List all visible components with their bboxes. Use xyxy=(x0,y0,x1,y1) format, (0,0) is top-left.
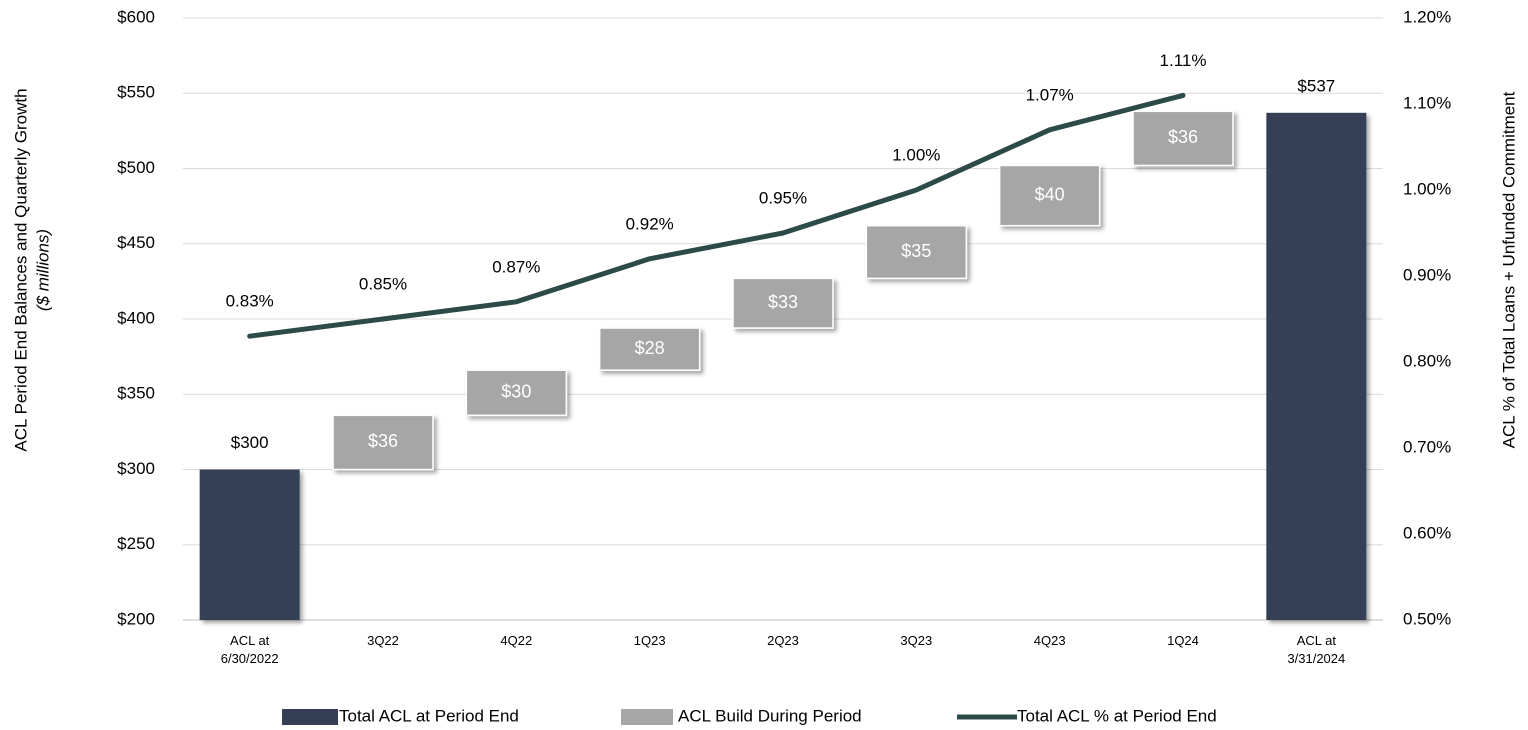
y2-axis-label: ACL % of Total Loans + Unfunded Commitme… xyxy=(1499,91,1518,448)
line-value-label: 1.00% xyxy=(892,145,940,164)
x-tick-label: 2Q23 xyxy=(767,633,799,648)
y-tick-label: $300 xyxy=(117,459,155,478)
build-value-label: $36 xyxy=(368,431,398,451)
y-tick-label: $550 xyxy=(117,83,155,102)
y-tick-label: $250 xyxy=(117,534,155,553)
bar xyxy=(199,469,300,620)
x-tick-label: 3Q22 xyxy=(367,633,399,648)
build-value-label: $33 xyxy=(768,292,798,312)
build-bar xyxy=(998,164,1101,227)
bar-value-label: $300 xyxy=(231,433,269,452)
line-value-label: 0.83% xyxy=(226,292,274,311)
x-tick-label: 1Q23 xyxy=(634,633,666,648)
line-value-label: 0.85% xyxy=(359,274,407,293)
build-value-label: $40 xyxy=(1035,184,1065,204)
line-value-label: 1.11% xyxy=(1160,51,1207,70)
legend-label: Total ACL % at Period End xyxy=(1017,706,1217,725)
y2-tick-label: 0.80% xyxy=(1403,351,1451,370)
line-value-label: 0.95% xyxy=(759,188,807,207)
bar-value-label: $537 xyxy=(1297,76,1335,95)
x-tick-label: ACL at 6/30/2022 xyxy=(221,633,279,666)
y-axis-note: ($ millions) xyxy=(33,229,52,311)
legend-label: ACL Build During Period xyxy=(678,706,862,725)
build-bar xyxy=(1132,110,1234,167)
build-value-label: $35 xyxy=(901,241,931,261)
line-value-label: 1.07% xyxy=(1026,85,1074,104)
build-bar xyxy=(332,414,434,471)
y2-tick-label: 0.50% xyxy=(1403,609,1451,628)
build-value-label: $30 xyxy=(501,381,531,401)
y2-tick-label: 1.10% xyxy=(1403,93,1451,112)
y2-tick-label: 0.90% xyxy=(1403,265,1451,284)
y-tick-label: $350 xyxy=(117,384,155,403)
y-tick-label: $200 xyxy=(117,609,155,628)
x-tick-label: ACL at 3/31/2024 xyxy=(1287,633,1345,666)
x-tick-label: 4Q23 xyxy=(1034,633,1066,648)
y-tick-label: $500 xyxy=(117,158,155,177)
x-tick-label: 4Q22 xyxy=(500,633,532,648)
build-bar xyxy=(598,327,701,371)
build-bar xyxy=(865,224,968,280)
x-tick-label: 3Q23 xyxy=(900,633,932,648)
build-value-label: $36 xyxy=(1168,127,1198,147)
build-bar xyxy=(732,277,834,329)
y2-tick-label: 0.70% xyxy=(1403,437,1451,456)
y2-tick-label: 0.60% xyxy=(1403,523,1451,542)
line xyxy=(247,92,1186,339)
bar xyxy=(1266,112,1367,620)
build-value-label: $28 xyxy=(635,338,665,358)
line-value-label: 0.92% xyxy=(626,214,674,233)
line-value-label: 0.87% xyxy=(492,257,540,276)
legend-swatch xyxy=(282,709,338,725)
y-axis-label: ACL Period End Balances and Quarterly Gr… xyxy=(11,88,30,451)
y-tick-label: $600 xyxy=(117,7,155,26)
y-tick-label: $450 xyxy=(117,233,155,252)
legend-label: Total ACL at Period End xyxy=(339,706,519,725)
build-bar xyxy=(465,369,568,417)
legend-swatch xyxy=(621,709,673,725)
y2-tick-label: 1.00% xyxy=(1403,179,1451,198)
y2-tick-label: 1.20% xyxy=(1403,7,1451,26)
y-tick-label: $400 xyxy=(117,308,155,327)
x-tick-label: 1Q24 xyxy=(1167,633,1199,648)
